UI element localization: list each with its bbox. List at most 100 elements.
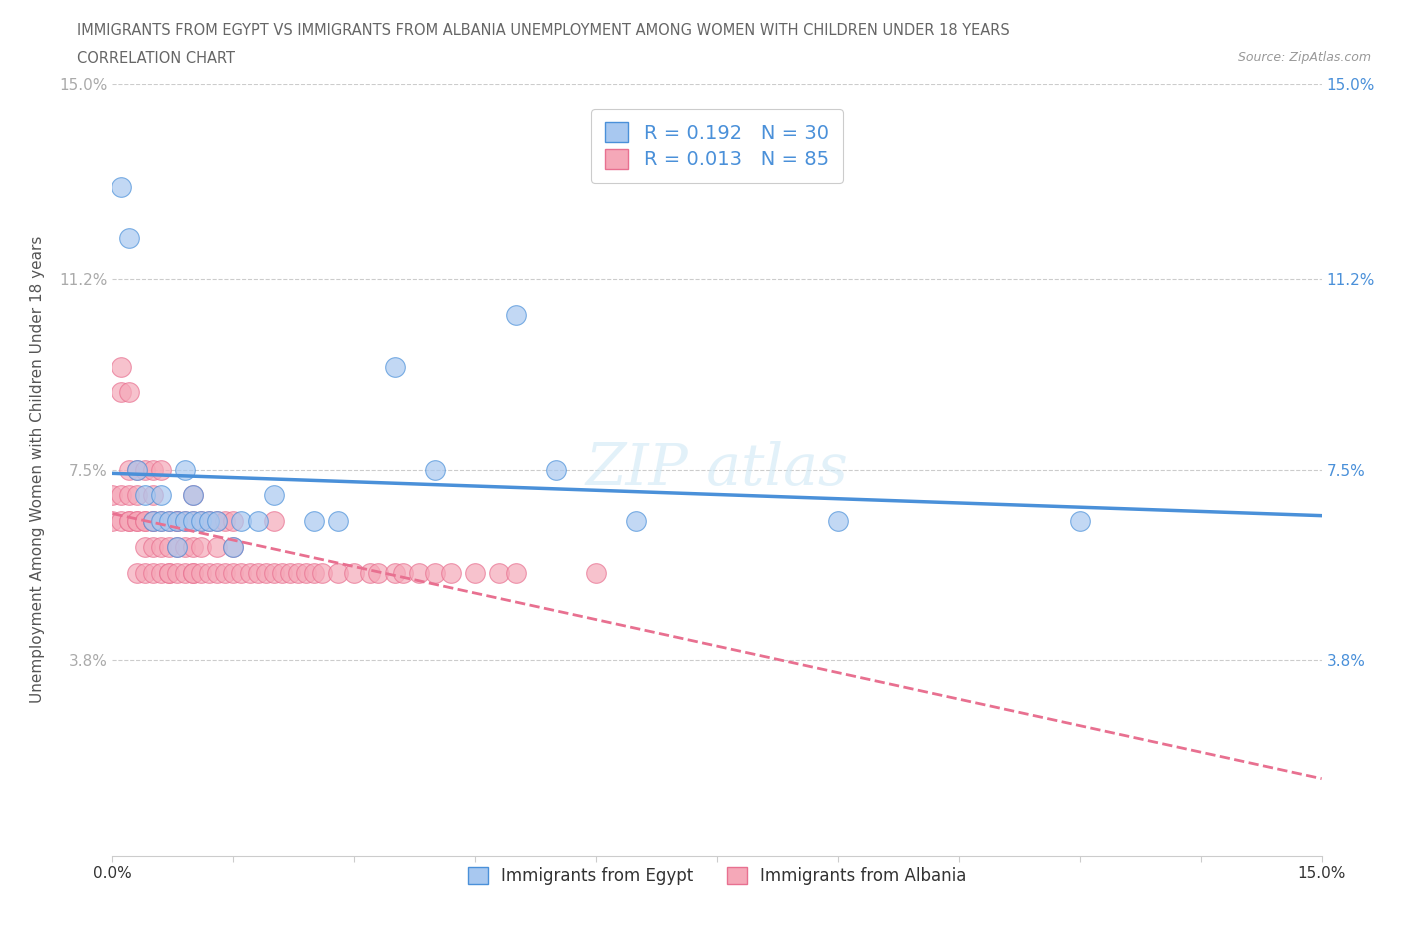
Point	[149, 513, 172, 528]
Point	[157, 513, 180, 528]
Point	[125, 565, 148, 580]
Point	[166, 513, 188, 528]
Point	[174, 513, 197, 528]
Point	[134, 565, 156, 580]
Point	[157, 565, 180, 580]
Point	[117, 462, 139, 477]
Point	[125, 513, 148, 528]
Point	[149, 513, 172, 528]
Point	[222, 513, 245, 528]
Point	[149, 488, 172, 503]
Point	[181, 565, 204, 580]
Point	[117, 231, 139, 246]
Point	[134, 462, 156, 477]
Point	[166, 539, 188, 554]
Point	[207, 513, 229, 528]
Point	[110, 488, 132, 503]
Point	[101, 513, 124, 528]
Point	[157, 565, 180, 580]
Point	[166, 513, 188, 528]
Point	[278, 565, 301, 580]
Point	[157, 539, 180, 554]
Point	[384, 359, 406, 374]
Point	[270, 565, 292, 580]
Point	[246, 565, 269, 580]
Point	[110, 359, 132, 374]
Point	[222, 539, 245, 554]
Point	[190, 513, 212, 528]
Point	[181, 513, 204, 528]
Point	[222, 565, 245, 580]
Point	[157, 513, 180, 528]
Point	[505, 565, 527, 580]
Point	[149, 539, 172, 554]
Point	[391, 565, 413, 580]
Point	[117, 513, 139, 528]
Point	[198, 513, 221, 528]
Point	[328, 513, 350, 528]
Point	[198, 565, 221, 580]
Point	[222, 539, 245, 554]
Point	[231, 565, 253, 580]
Text: Source: ZipAtlas.com: Source: ZipAtlas.com	[1237, 51, 1371, 64]
Point	[207, 539, 229, 554]
Point	[263, 513, 285, 528]
Point	[440, 565, 463, 580]
Point	[125, 513, 148, 528]
Point	[287, 565, 309, 580]
Point	[110, 513, 132, 528]
Point	[423, 565, 446, 580]
Point	[149, 462, 172, 477]
Point	[207, 565, 229, 580]
Point	[246, 513, 269, 528]
Point	[263, 488, 285, 503]
Text: ZIP atlas: ZIP atlas	[586, 442, 848, 498]
Point	[181, 488, 204, 503]
Point	[1069, 513, 1091, 528]
Point	[302, 513, 325, 528]
Point	[174, 565, 197, 580]
Point	[101, 488, 124, 503]
Point	[190, 565, 212, 580]
Point	[367, 565, 389, 580]
Point	[174, 539, 197, 554]
Point	[384, 565, 406, 580]
Point	[238, 565, 260, 580]
Point	[142, 565, 165, 580]
Point	[181, 565, 204, 580]
Point	[190, 513, 212, 528]
Point	[214, 513, 236, 528]
Point	[174, 513, 197, 528]
Point	[174, 462, 197, 477]
Point	[295, 565, 318, 580]
Text: IMMIGRANTS FROM EGYPT VS IMMIGRANTS FROM ALBANIA UNEMPLOYMENT AMONG WOMEN WITH C: IMMIGRANTS FROM EGYPT VS IMMIGRANTS FROM…	[77, 23, 1010, 38]
Point	[166, 513, 188, 528]
Legend: Immigrants from Egypt, Immigrants from Albania: Immigrants from Egypt, Immigrants from A…	[460, 858, 974, 894]
Point	[585, 565, 607, 580]
Point	[464, 565, 486, 580]
Point	[117, 488, 139, 503]
Point	[214, 565, 236, 580]
Point	[134, 513, 156, 528]
Point	[423, 462, 446, 477]
Point	[117, 385, 139, 400]
Point	[254, 565, 277, 580]
Point	[328, 565, 350, 580]
Point	[544, 462, 567, 477]
Point	[181, 488, 204, 503]
Point	[359, 565, 381, 580]
Point	[142, 513, 165, 528]
Point	[181, 513, 204, 528]
Point	[181, 539, 204, 554]
Point	[142, 513, 165, 528]
Point	[142, 513, 165, 528]
Point	[488, 565, 510, 580]
Point	[166, 539, 188, 554]
Point	[117, 513, 139, 528]
Point	[166, 565, 188, 580]
Point	[134, 488, 156, 503]
Point	[263, 565, 285, 580]
Point	[134, 513, 156, 528]
Point	[110, 385, 132, 400]
Point	[149, 565, 172, 580]
